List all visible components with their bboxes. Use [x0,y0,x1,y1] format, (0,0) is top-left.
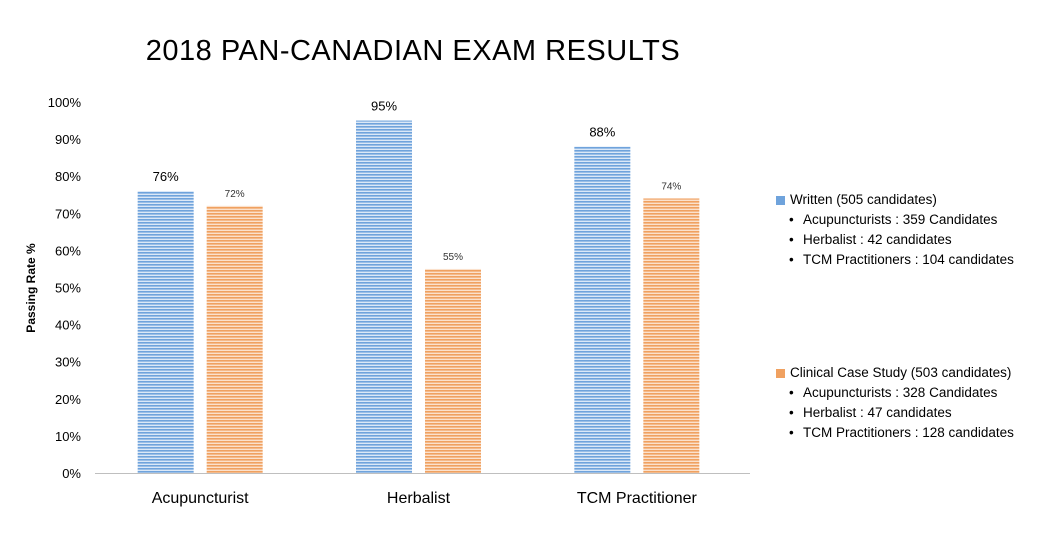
y-tick-label: 20% [55,392,81,407]
bar-written-tcm-practitioner [574,146,631,473]
legend-written: Written (505 candidates) Acupuncturists … [776,190,1014,270]
legend-label-clinical: Clinical Case Study (503 candidates) [790,365,1012,380]
legend-item: Acupuncturists : 359 Candidates [776,210,1014,230]
x-tick-label: TCM Practitioner [577,490,698,507]
data-label: 95% [371,99,397,114]
y-tick-label: 50% [55,281,81,296]
x-tick-label: Acupuncturist [152,490,249,507]
chart-title: 2018 PAN-CANADIAN EXAM RESULTS [146,35,680,67]
data-label: 76% [153,169,179,184]
y-tick-label: 100% [48,95,82,110]
bar-written-herbalist [356,120,412,474]
legend-item: TCM Practitioners : 128 candidates [776,423,1014,443]
bars: 76% 72% 95% 55% 88% 74% [137,99,700,474]
data-label: 88% [589,125,615,140]
data-label: 74% [661,181,681,192]
legend-item: Herbalist : 42 candidates [776,230,1014,250]
legend-item: TCM Practitioners : 104 candidates [776,250,1014,270]
category-labels: Acupuncturist Herbalist TCM Practitioner [152,490,698,507]
legend-swatch-written [776,195,785,205]
y-tick-label: 80% [55,169,81,184]
x-tick-label: Herbalist [387,490,451,507]
bar-clinical-tcm-practitioner [643,198,700,473]
bar-clinical-herbalist [425,268,481,473]
y-tick-label: 70% [55,206,81,221]
y-tick-label: 10% [55,429,81,444]
bar-written-acupuncturist [137,191,194,474]
legend-label-written: Written (505 candidates) [790,192,937,207]
legend-item: Acupuncturists : 328 Candidates [776,383,1014,403]
y-tick-label: 90% [55,132,81,147]
data-label: 72% [225,189,245,200]
y-axis-label: Passing Rate % [24,243,38,333]
y-tick-label: 0% [62,466,81,481]
y-tick-label: 40% [55,318,81,333]
y-axis-ticks: 0% 10% 20% 30% 40% 50% 60% 70% 80% 90% 100% [48,95,82,481]
y-tick-label: 30% [55,355,81,370]
y-tick-label: 60% [55,243,81,258]
bar-clinical-acupuncturist [206,205,263,473]
data-label: 55% [443,252,463,263]
legend-item: Herbalist : 47 candidates [776,403,1014,423]
legend-swatch-clinical [776,368,785,378]
legend-clinical: Clinical Case Study (503 candidates) Acu… [776,363,1014,443]
